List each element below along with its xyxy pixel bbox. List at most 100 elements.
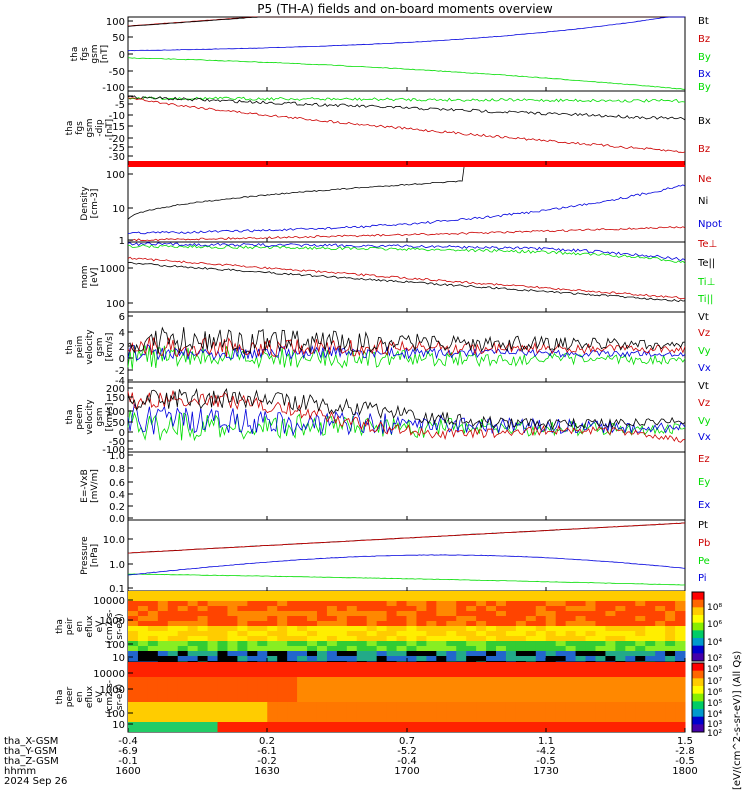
spectrogram-cell: [277, 682, 288, 687]
spectrogram-cell: [635, 651, 646, 656]
y-tick-label: 1.0: [109, 451, 125, 462]
spectrogram-cell: [436, 601, 447, 606]
colorbar-swatch: [692, 622, 704, 631]
spectrogram-cell: [326, 707, 338, 712]
spectrogram-cell: [326, 672, 338, 677]
spectrogram-cell: [635, 611, 646, 616]
colorbar-swatch: [692, 638, 704, 647]
spectrogram-cell: [316, 616, 328, 621]
spectrogram-cell: [217, 687, 228, 692]
spectrogram-cell: [297, 712, 308, 717]
spectrogram-cell: [307, 727, 318, 732]
spectrogram-cell: [565, 646, 577, 651]
spectrogram-cell: [207, 672, 219, 677]
spectrogram-cell: [217, 677, 228, 682]
spectrogram-cell: [137, 626, 149, 631]
spectrogram-cell: [217, 717, 228, 722]
spectrogram-cell: [396, 677, 407, 682]
series-line: [127, 16, 685, 27]
spectrogram-cell: [386, 717, 398, 722]
spectrogram-cell: [237, 601, 248, 606]
spectrogram-cell: [187, 692, 199, 697]
colorbar-tick: 10⁴: [707, 638, 722, 648]
spectrogram-cell: [376, 672, 388, 677]
spectrogram-cell: [287, 606, 298, 611]
spectrogram-cell: [466, 596, 477, 601]
x-tick-label: -4.2: [536, 746, 556, 757]
spectrogram-cell: [416, 626, 427, 631]
spectrogram-cell: [496, 682, 507, 687]
spectrogram-cell: [496, 687, 507, 692]
spectrogram-cell: [406, 646, 417, 651]
spectrogram-cell: [207, 677, 219, 682]
spectrogram-cell: [366, 651, 378, 656]
spectrogram-cell: [525, 727, 537, 732]
spectrogram-cell: [436, 596, 447, 601]
spectrogram-cell: [426, 646, 437, 651]
spectrogram-cell: [167, 641, 179, 646]
spectrogram-cell: [227, 722, 238, 727]
spectrogram-cell: [675, 682, 686, 687]
spectrogram-cell: [545, 707, 557, 712]
spectrogram-cell: [585, 722, 596, 727]
spectrogram-cell: [316, 727, 328, 732]
spectrogram-cell: [197, 636, 209, 641]
spectrogram-cell: [247, 722, 258, 727]
spectrogram-cell: [545, 591, 557, 596]
spectrogram-cell: [466, 641, 477, 646]
spectrogram-cell: [655, 656, 666, 661]
spectrogram-cell: [515, 677, 527, 682]
spectrogram-cell: [565, 591, 577, 596]
y-tick-label: 0: [119, 92, 125, 103]
spectrogram-cell: [635, 626, 646, 631]
spectrogram-cell: [147, 606, 159, 611]
spectrogram-cell: [157, 682, 169, 687]
spectrogram-cell: [466, 611, 477, 616]
spectrogram-cell: [535, 707, 547, 712]
spectrogram-cell: [167, 621, 179, 626]
spectrogram-cell: [386, 687, 398, 692]
spectrogram-cell: [356, 672, 368, 677]
spectrogram-cell: [346, 722, 358, 727]
spectrogram-cell: [396, 687, 407, 692]
spectrogram-cell: [585, 717, 596, 722]
panel-frame: [127, 451, 686, 521]
spectrogram-cell: [257, 596, 268, 601]
spectrogram-cell: [625, 682, 636, 687]
spectrogram-cell: [257, 646, 268, 651]
spectrogram-cell: [297, 702, 308, 707]
spectrogram-cell: [356, 636, 368, 641]
spectrogram-cell: [128, 651, 139, 656]
spectrogram-cell: [128, 641, 139, 646]
spectrogram-cell: [525, 601, 537, 606]
spectrogram-cell: [128, 727, 139, 732]
y-tick-label: 10000: [93, 596, 125, 607]
spectrogram-cell: [416, 631, 427, 636]
legend-entry: Bx: [698, 116, 711, 127]
y-tick-label: 100: [106, 17, 125, 28]
spectrogram-cell: [247, 687, 258, 692]
spectrogram-cell: [635, 712, 646, 717]
spectrogram-cell: [496, 656, 507, 661]
spectrogram-cell: [336, 626, 348, 631]
legend-entry: Te||: [697, 258, 715, 269]
spectrogram-cell: [237, 672, 248, 677]
series-line: [127, 390, 686, 443]
spectrogram-cell: [147, 596, 159, 601]
spectrogram-cell: [555, 596, 567, 601]
spectrogram-cell: [157, 606, 169, 611]
spectrogram-cell: [605, 697, 616, 702]
spectrogram-cell: [277, 621, 288, 626]
spectrogram-cell: [505, 601, 517, 606]
spectrogram-cell: [197, 646, 209, 651]
spectrogram-cell: [505, 626, 517, 631]
colorbar-swatch: [692, 599, 704, 608]
spectrogram-cell: [486, 596, 497, 601]
spectrogram-cell: [605, 641, 616, 646]
spectrogram-cell: [645, 697, 656, 702]
spectrogram-cell: [446, 697, 457, 702]
series-line: [127, 97, 686, 154]
spectrogram-cell: [466, 616, 477, 621]
spectrogram-cell: [326, 687, 338, 692]
spectrogram-cell: [505, 641, 517, 646]
